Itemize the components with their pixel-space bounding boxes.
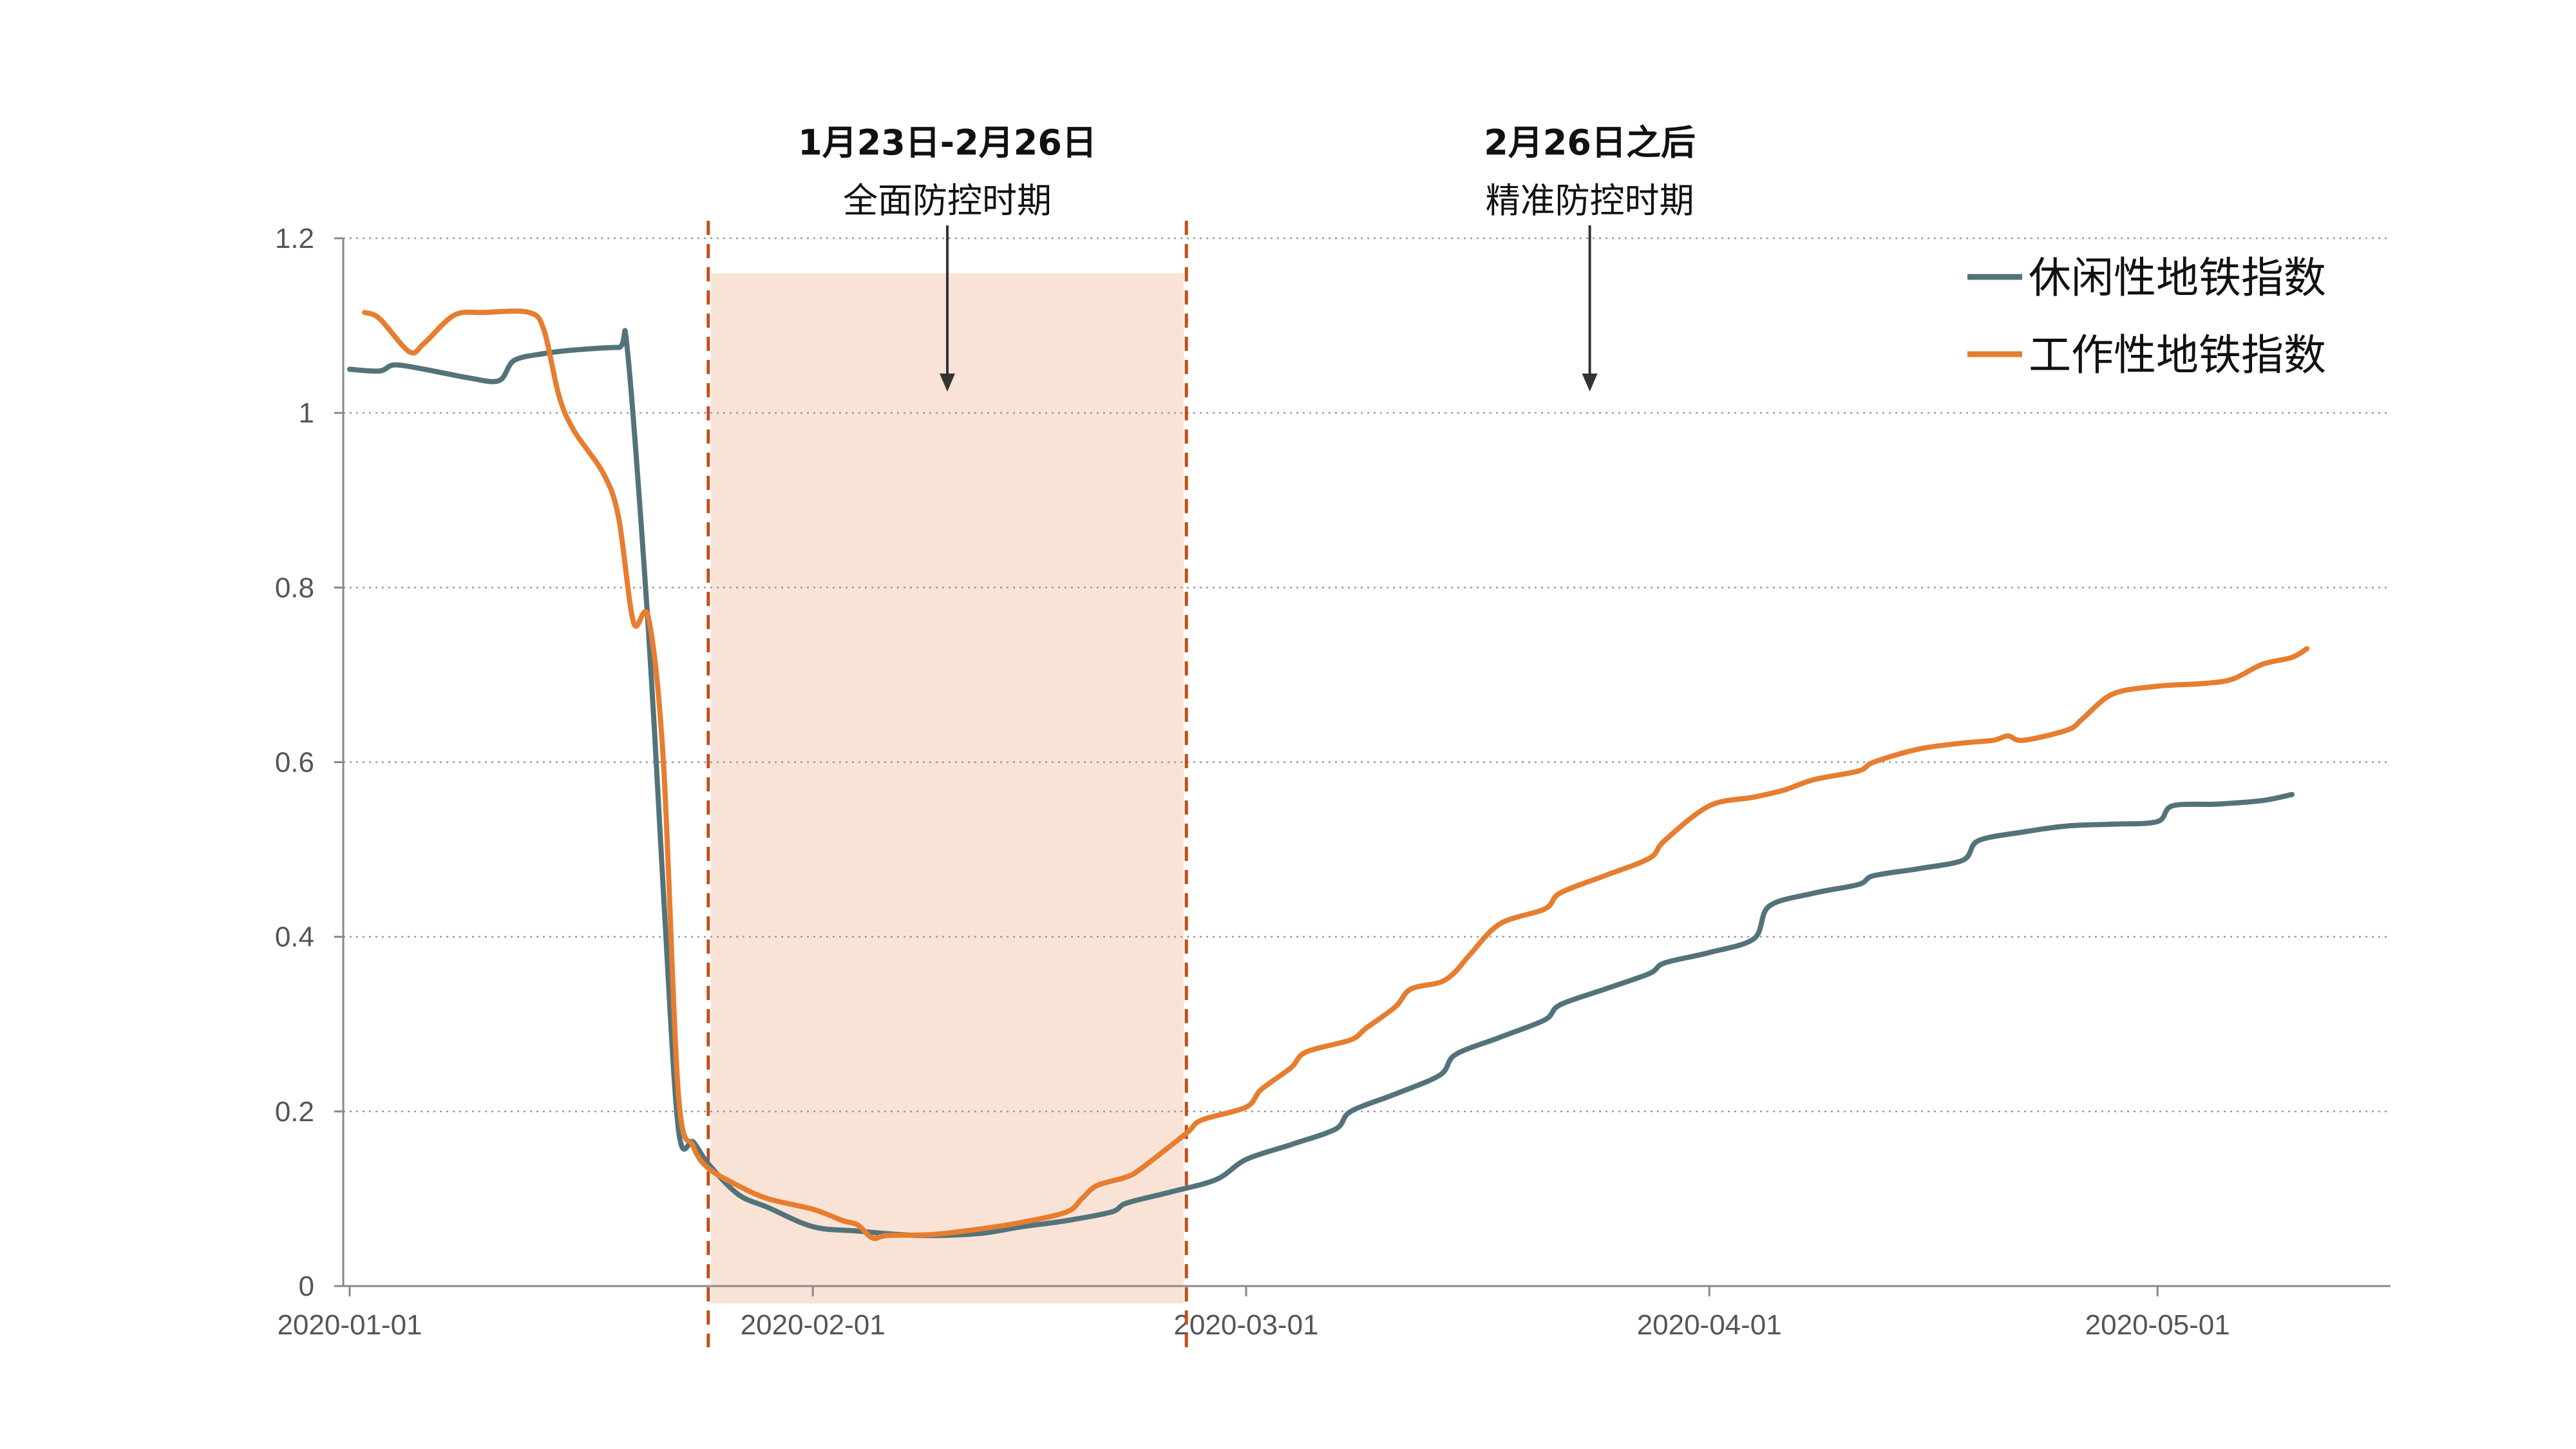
x-tick-label: 2020-05-01: [2085, 1309, 2230, 1341]
y-tick-label: 1: [299, 397, 314, 429]
shaded-period: [710, 273, 1184, 1304]
x-tick-label: 2020-03-01: [1173, 1309, 1318, 1341]
series-line-2: [362, 308, 2310, 1242]
annotation-arrow-head: [1582, 374, 1598, 392]
x-tick-label: 2020-02-01: [741, 1309, 886, 1341]
y-tick-label: 0.4: [275, 922, 314, 953]
y-tick-label: 0.2: [275, 1096, 314, 1128]
annotation-subtitle: 全面防控时期: [843, 180, 1052, 221]
annotation-subtitle: 精准防控时期: [1486, 180, 1694, 221]
y-tick-label: 1.2: [275, 223, 314, 254]
y-tick-label: 0: [299, 1271, 314, 1302]
annotation-title: 2月26日之后: [1484, 122, 1696, 163]
annotation-arrow-head: [940, 374, 955, 392]
legend-label: 工作性地铁指数: [2029, 330, 2326, 380]
annotation-title: 1月23日-2月26日: [798, 122, 1097, 163]
y-tick-label: 0.6: [275, 747, 314, 779]
series-line-1: [347, 328, 2295, 1238]
x-tick-label: 2020-04-01: [1637, 1309, 1782, 1341]
x-tick-label: 2020-01-01: [277, 1309, 422, 1341]
legend-label: 休闲性地铁指数: [2029, 253, 2326, 303]
y-tick-label: 0.8: [275, 572, 314, 603]
